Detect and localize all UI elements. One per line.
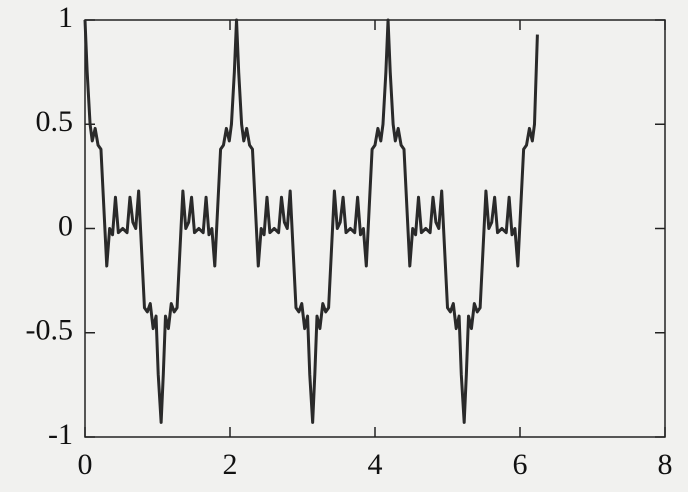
x-tick-label: 6 [513,448,528,481]
y-tick-label: -1 [48,418,73,451]
y-tick-label: 0.5 [36,105,74,138]
y-tick-label: -0.5 [26,314,74,347]
x-tick-label: 2 [223,448,238,481]
x-tick-label: 0 [78,448,93,481]
plot-frame [84,19,666,438]
x-tick-label: 8 [658,448,673,481]
data-line [83,18,539,424]
x-tick-label: 4 [368,448,383,481]
y-tick-label: 1 [58,1,73,34]
y-tick-label: 0 [58,209,73,242]
